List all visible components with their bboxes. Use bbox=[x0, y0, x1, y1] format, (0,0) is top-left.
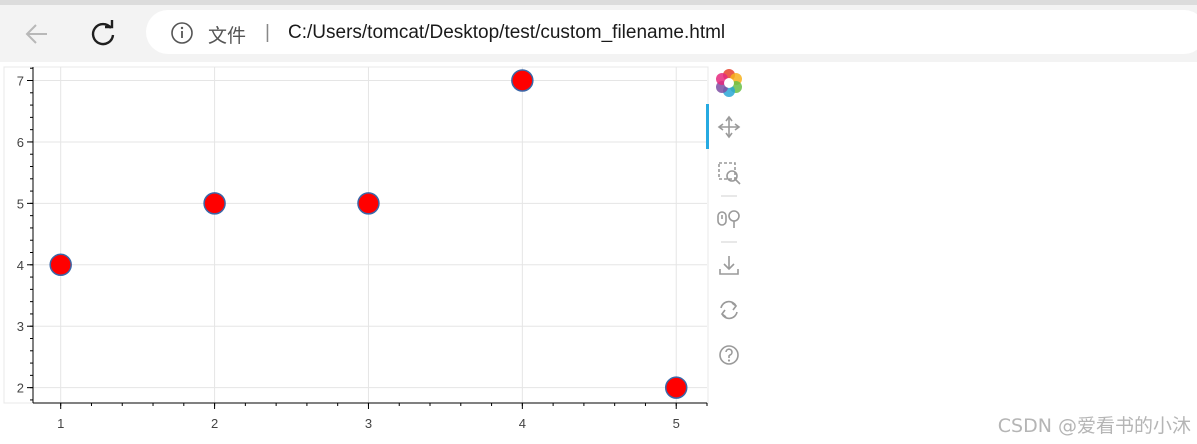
scatter-point bbox=[203, 192, 226, 215]
box-zoom-icon[interactable] bbox=[718, 162, 741, 185]
x-tick-label: 3 bbox=[365, 416, 372, 431]
save-icon[interactable] bbox=[719, 256, 739, 275]
bokeh-logo-icon[interactable] bbox=[716, 69, 742, 97]
scatter-point bbox=[664, 376, 688, 399]
url-text[interactable]: C:/Users/tomcat/Desktop/test/custom_file… bbox=[288, 22, 726, 43]
y-tick-label: 5 bbox=[17, 196, 24, 211]
watermark-text: CSDN @爱看书的小沐 bbox=[997, 415, 1191, 437]
reload-icon bbox=[91, 20, 115, 46]
pan-icon[interactable] bbox=[717, 115, 741, 139]
wheel-zoom-icon[interactable] bbox=[717, 210, 740, 228]
reload-button[interactable] bbox=[86, 17, 120, 51]
scatter-point bbox=[511, 69, 534, 92]
arrow-left-icon bbox=[25, 24, 47, 44]
address-separator: | bbox=[265, 22, 270, 43]
y-tick-label: 2 bbox=[17, 381, 24, 396]
x-tick-label: 2 bbox=[211, 416, 218, 431]
y-tick-label: 7 bbox=[17, 74, 24, 89]
tool-bar bbox=[706, 69, 742, 365]
axes: 2 3 4 5 6 7 1 2 3 4 5 bbox=[17, 67, 708, 431]
active-tool-indicator bbox=[706, 104, 709, 149]
reset-icon[interactable] bbox=[720, 300, 738, 320]
file-scheme-label: 文件 bbox=[208, 25, 247, 47]
back-button[interactable] bbox=[20, 17, 54, 51]
info-icon[interactable] bbox=[170, 21, 194, 45]
x-tick-label: 4 bbox=[519, 416, 526, 431]
y-tick-label: 4 bbox=[17, 258, 24, 273]
scatter-point bbox=[357, 192, 380, 215]
scatter-markers bbox=[49, 69, 688, 399]
plot-area[interactable]: 2 3 4 5 6 7 1 2 3 4 5 bbox=[0, 62, 1197, 444]
help-icon[interactable] bbox=[719, 345, 739, 365]
y-tick-label: 6 bbox=[17, 135, 24, 150]
plot-border bbox=[3, 66, 709, 404]
address-bar[interactable]: 文件 | C:/Users/tomcat/Desktop/test/custom… bbox=[146, 10, 1197, 54]
x-tick-label: 5 bbox=[673, 416, 680, 431]
scatter-point bbox=[49, 253, 72, 277]
y-tick-label: 3 bbox=[17, 319, 24, 334]
x-tick-label: 1 bbox=[57, 416, 64, 431]
browser-toolbar: 文件 | C:/Users/tomcat/Desktop/test/custom… bbox=[0, 0, 1197, 62]
